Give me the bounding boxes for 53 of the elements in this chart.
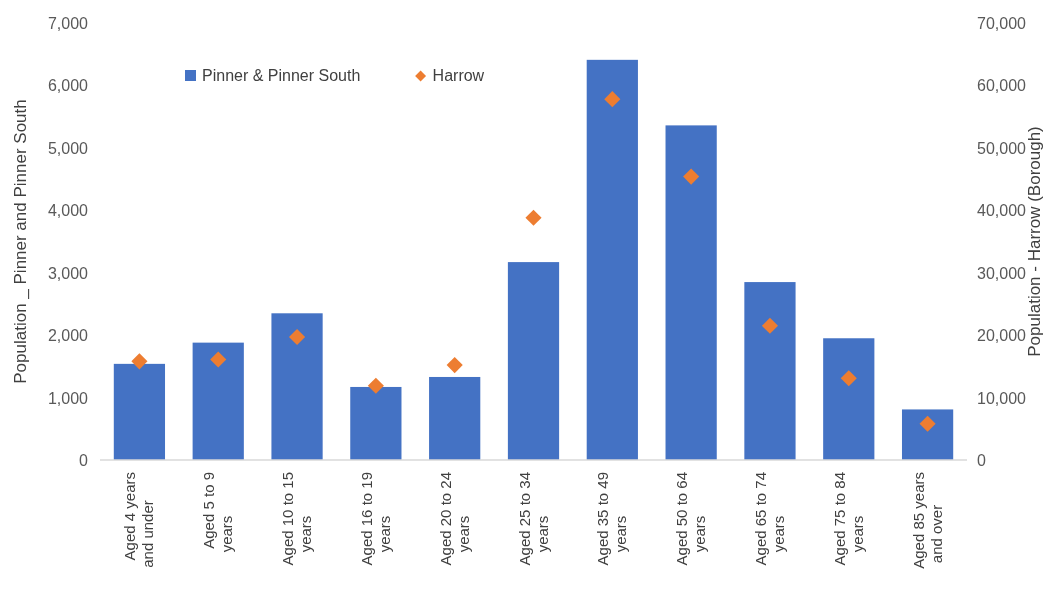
bar xyxy=(429,376,481,460)
x-tick-label: Aged 10 to 15 years xyxy=(279,472,315,566)
y-tick-label: 2,000 xyxy=(47,327,89,345)
x-tick-label: Aged 65 to 74 years xyxy=(751,472,787,566)
y2-axis-title: Population - Harrow (Borough) xyxy=(1025,126,1044,357)
x-tick-label: Aged 35 to 49 years xyxy=(594,472,630,566)
bar xyxy=(744,282,796,460)
point xyxy=(288,328,306,346)
bar xyxy=(113,363,166,460)
y-tick-label: 1,000 xyxy=(47,389,89,407)
bar xyxy=(901,409,954,460)
point xyxy=(131,353,148,370)
bar xyxy=(350,386,402,460)
bar xyxy=(586,59,638,460)
y-tick-label: 4,000 xyxy=(47,202,89,220)
point xyxy=(840,370,857,387)
y-tick-label: 3,000 xyxy=(47,264,89,282)
y2-tick-label: 50,000 xyxy=(977,139,1027,157)
point xyxy=(446,357,463,374)
x-tick-label: Aged 50 to 64 years xyxy=(673,472,709,566)
y-tick-label: 7,000 xyxy=(47,15,89,32)
x-tick-label: Aged 16 to 19 years xyxy=(357,472,393,566)
point xyxy=(683,168,700,185)
x-tick-label: Aged 75 to 84 years xyxy=(830,472,866,566)
legend-label: Harrow xyxy=(432,67,485,84)
y-tick-label: 5,000 xyxy=(47,139,89,157)
y2-tick-label: 0 xyxy=(977,452,986,469)
y2-tick-label: 10,000 xyxy=(977,389,1027,407)
bar xyxy=(192,342,244,460)
point xyxy=(367,377,384,394)
legend-label: Pinner & Pinner South xyxy=(202,67,361,84)
y2-tick-label: 30,000 xyxy=(977,264,1027,282)
y2-tick-label: 40,000 xyxy=(977,202,1027,220)
x-tick-label: Aged 85 years and over xyxy=(909,472,945,569)
bar xyxy=(823,338,875,460)
y-axis-title: Population _ Pinner and Pinner South xyxy=(11,99,30,384)
point xyxy=(525,209,542,226)
x-tick-label: Aged 25 to 34 years xyxy=(515,472,551,566)
point xyxy=(604,91,621,108)
y-tick-label: 6,000 xyxy=(47,77,89,95)
y-tick-label: 0 xyxy=(79,452,89,469)
x-tick-label: Aged 5 to 9 years xyxy=(200,472,236,553)
x-tick-label: Aged 4 years and under xyxy=(121,472,157,568)
bar xyxy=(507,262,560,460)
y2-tick-label: 70,000 xyxy=(977,15,1027,32)
bar xyxy=(665,125,717,460)
y2-tick-label: 60,000 xyxy=(977,77,1027,95)
point xyxy=(761,317,779,334)
point xyxy=(210,351,227,368)
bar xyxy=(271,313,323,460)
point xyxy=(919,415,936,432)
y2-tick-label: 20,000 xyxy=(977,327,1027,345)
x-tick-label: Aged 20 to 24 years xyxy=(436,472,472,566)
